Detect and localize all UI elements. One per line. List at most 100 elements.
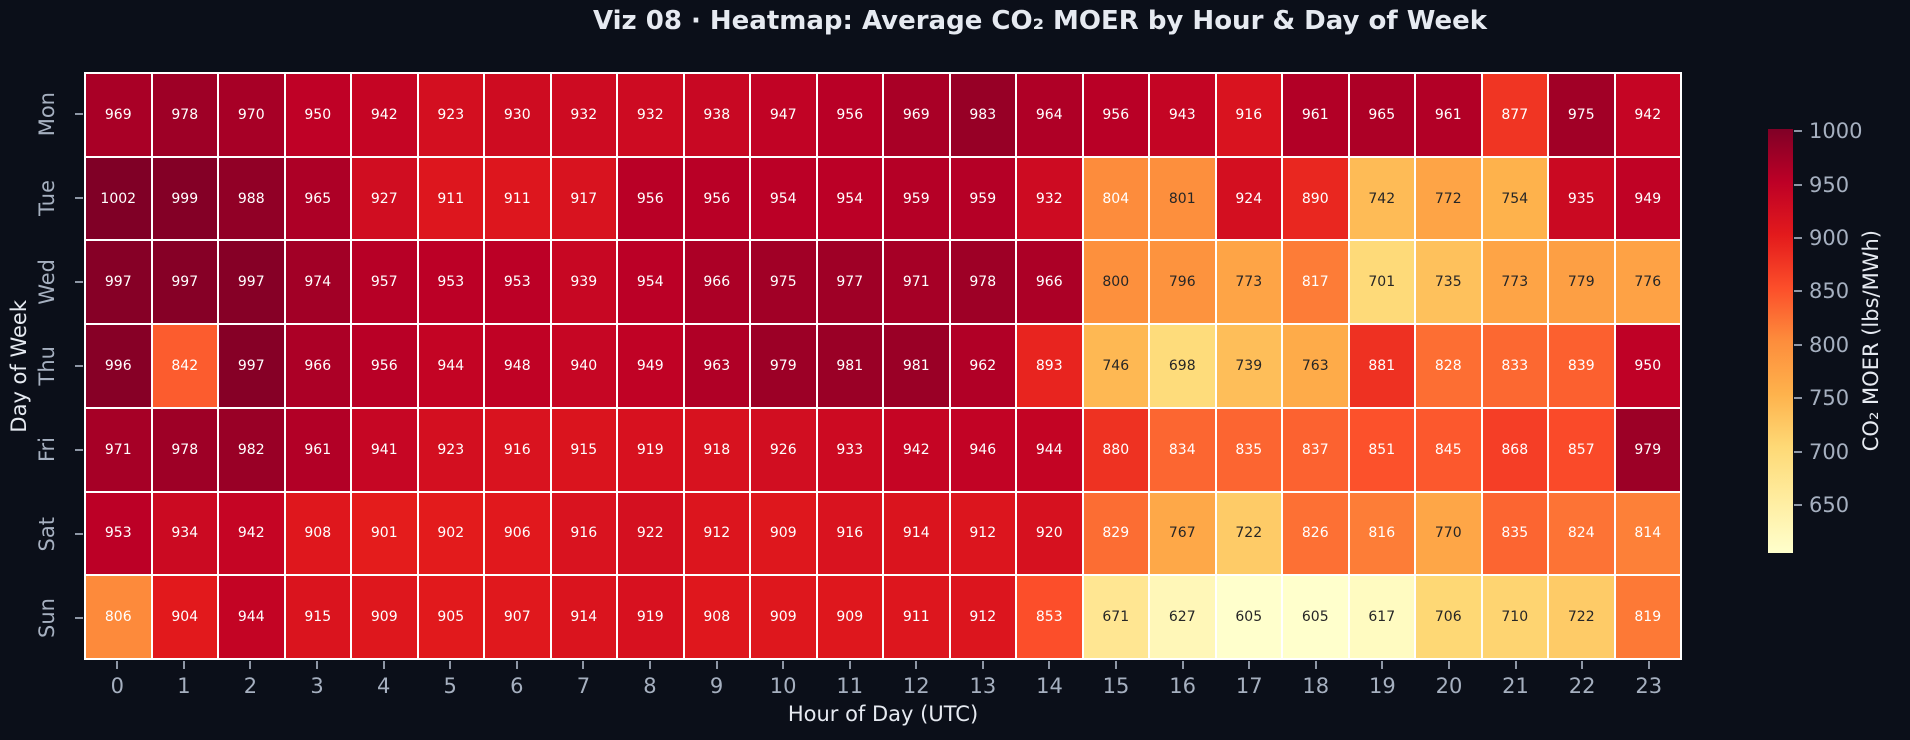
heatmap-cell: 915 [551,408,616,491]
heatmap-grid: 969 978 970 950 942 923 930 932 932 938 947 956 969 9… [84,72,1682,660]
heatmap-cell: 817 [1283,241,1348,324]
heatmap-cell: 954 [817,157,882,240]
y-tick-label-wrap: Tue [30,156,64,240]
heatmap-cell: 906 [485,492,550,575]
colorbar-tick-mark [1794,130,1802,133]
heatmap-cell: 901 [352,492,417,575]
heatmap-cell: 916 [551,492,616,575]
heatmap-cell: 963 [684,325,749,407]
heatmap-cell: 932 [1017,157,1082,240]
x-tick-label: 21 [1502,674,1529,698]
x-tick-mark [648,661,651,669]
x-tick-label: 9 [709,674,724,698]
heatmap-cell: 880 [1083,408,1148,491]
heatmap-cell: 851 [1349,408,1414,491]
heatmap-cell: 988 [219,157,284,240]
heatmap-cell: 735 [1416,241,1481,324]
heatmap-cell: 971 [884,241,949,324]
heatmap-cell: 914 [884,492,949,575]
y-tick-mark [75,449,83,451]
heatmap-cell: 828 [1416,325,1481,407]
heatmap-cell: 923 [418,74,483,156]
heatmap-cell: 953 [418,241,483,324]
heatmap-cell: 953 [485,241,550,324]
x-tick-label: 8 [643,674,657,698]
heatmap-cell: 975 [751,241,816,324]
heatmap-cell: 806 [86,576,151,658]
heatmap-cell: 824 [1549,492,1614,575]
heatmap-cell: 953 [86,492,151,575]
heatmap-cell: 997 [219,241,284,324]
heatmap-cell: 908 [285,492,350,575]
heatmap-cell: 940 [551,325,616,407]
x-tick-mark [1514,661,1517,669]
heatmap-cell: 911 [884,576,949,658]
heatmap-cell: 918 [684,408,749,491]
heatmap-cell: 962 [950,325,1015,407]
heatmap-cell: 772 [1416,157,1481,240]
y-tick-mark [75,113,83,115]
x-tick-label: 3 [310,674,324,698]
x-tick-mark [782,661,785,669]
heatmap-cell: 837 [1283,408,1348,491]
x-tick-label: 6 [510,674,524,698]
heatmap-cell: 930 [485,74,550,156]
x-tick-mark [1314,661,1317,669]
heatmap-cell: 909 [751,576,816,658]
x-tick-mark [249,661,252,669]
x-tick-label: 12 [902,674,930,698]
y-tick-label: Wed [35,259,59,305]
heatmap-cell: 959 [884,157,949,240]
heatmap-cell: 941 [352,408,417,491]
heatmap-cell: 779 [1549,241,1614,324]
heatmap-cell: 944 [418,325,483,407]
heatmap-cell: 946 [950,408,1015,491]
heatmap-cell: 890 [1283,157,1348,240]
heatmap-cell: 934 [152,492,217,575]
x-tick-label: 15 [1102,674,1130,698]
heatmap-cell: 978 [950,241,1015,324]
heatmap-cell: 881 [1349,325,1414,407]
y-tick-mark [75,281,83,283]
colorbar-tick-label: 1000 [1809,119,1863,144]
heatmap-cell: 927 [352,157,417,240]
heatmap-cell: 978 [152,74,217,156]
x-tick-label: 7 [576,674,591,698]
heatmap-cell: 801 [1150,157,1215,240]
heatmap-cell: 835 [1482,492,1547,575]
heatmap-cell: 996 [86,325,151,407]
y-tick-label-wrap: Wed [30,240,64,324]
heatmap-cell: 919 [618,576,683,658]
heatmap-cell: 773 [1216,241,1281,324]
x-tick-label: 16 [1169,674,1196,698]
x-tick-label: 5 [443,674,457,698]
x-tick-mark [1248,661,1251,669]
colorbar-title: CO₂ MOER (lbs/MWh) [1859,230,1883,452]
heatmap-cell: 924 [1216,157,1281,240]
heatmap-cell: 706 [1416,576,1481,658]
heatmap-cell: 933 [817,408,882,491]
heatmap-cell: 999 [152,157,217,240]
x-tick-mark [449,661,452,669]
heatmap-cell: 877 [1482,74,1547,156]
y-tick-mark [75,365,83,367]
y-tick-mark [75,617,83,619]
heatmap-cell: 997 [152,241,217,324]
x-tick-label: 11 [836,674,864,698]
heatmap-cell: 834 [1150,408,1215,491]
heatmap-cell: 853 [1017,576,1082,658]
heatmap-cell: 902 [418,492,483,575]
colorbar-tick-label: 850 [1809,279,1850,304]
colorbar-tick-label: 750 [1809,386,1850,411]
heatmap-cell: 981 [884,325,949,407]
x-tick-mark [915,661,918,669]
heatmap-cell: 961 [285,408,350,491]
y-tick-label: Tue [35,180,59,216]
heatmap-cell: 979 [751,325,816,407]
heatmap-cell: 979 [1615,408,1680,491]
colorbar [1768,129,1793,553]
x-tick-mark [715,661,718,669]
heatmap-cell: 922 [618,492,683,575]
heatmap-cell: 939 [551,241,616,324]
heatmap-cell: 814 [1615,492,1680,575]
